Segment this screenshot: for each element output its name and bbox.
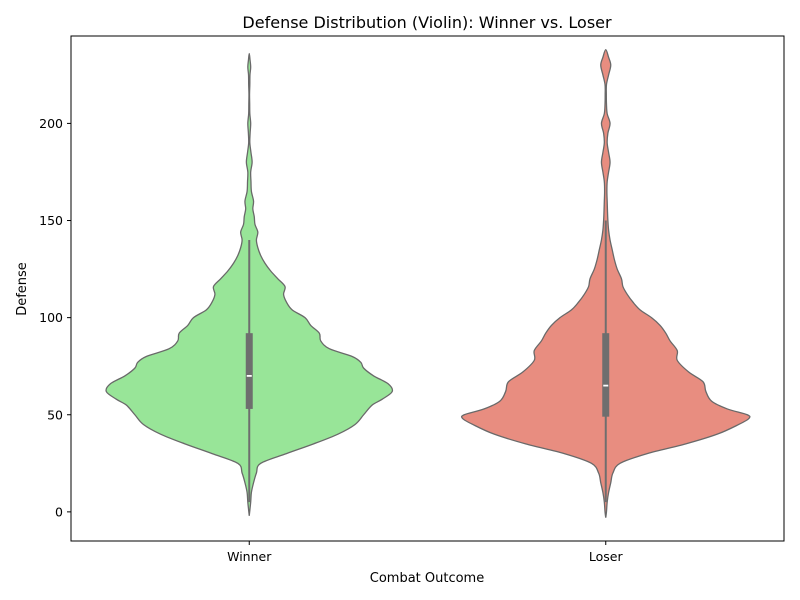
y-tick-label: 200: [39, 116, 63, 131]
iqr-box-winner: [245, 333, 253, 409]
x-axis: Winner Loser: [227, 541, 623, 564]
x-tick-label-winner: Winner: [227, 549, 272, 564]
y-tick-label: 150: [39, 213, 63, 228]
y-axis: 0 50 100 150 200: [39, 116, 71, 519]
plot-frame: [70, 35, 785, 542]
y-tick-label: 100: [39, 310, 63, 325]
iqr-box-loser: [602, 333, 610, 417]
y-tick-label: 50: [47, 407, 63, 422]
chart-title: Defense Distribution (Violin): Winner vs…: [242, 13, 612, 32]
violin-group-winner: [105, 52, 394, 516]
y-tick-label: 0: [55, 504, 63, 519]
plot-area: [105, 48, 751, 518]
y-axis-label: Defense: [15, 262, 30, 316]
x-tick-label-loser: Loser: [589, 549, 624, 564]
x-axis-label: Combat Outcome: [370, 571, 484, 586]
violin-group-loser: [460, 48, 751, 518]
